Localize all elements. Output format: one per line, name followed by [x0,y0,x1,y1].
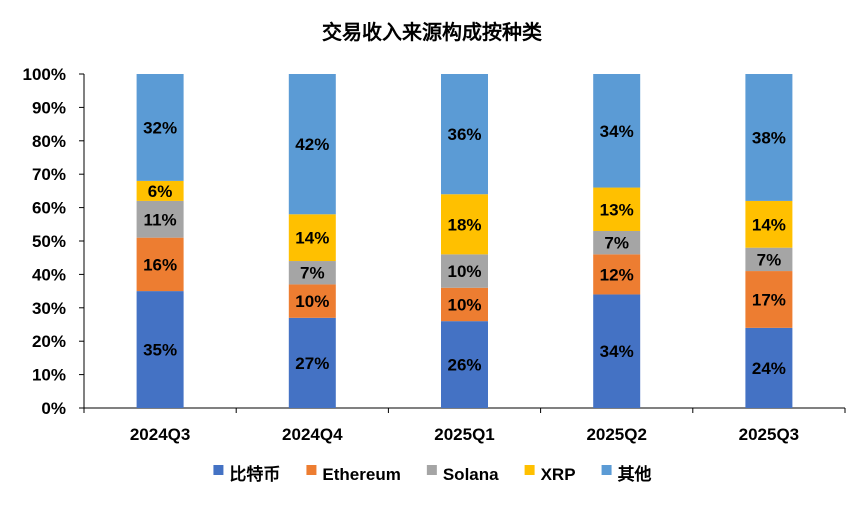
data-label: 35% [143,341,177,360]
bar-segment [136,74,184,181]
data-label: 17% [752,290,786,309]
data-label: 32% [143,118,177,137]
data-label: 14% [752,215,786,234]
legend: 比特币 Ethereum Solana XRP 其他 [213,464,652,484]
bar-segment [593,254,641,295]
legend-swatch [601,465,612,475]
data-label: 36% [447,125,481,144]
legend-item: Ethereum [306,465,401,484]
data-label: 10% [447,262,481,281]
x-axis: 2024Q3 2024Q4 2025Q1 2025Q2 2025Q3 [83,407,846,444]
y-tick-label: 40% [32,265,66,284]
bar-segment [288,214,336,262]
bar-segment [136,291,184,408]
bar-segment [593,187,641,231]
x-tick-label: 2025Q3 [739,425,800,444]
x-tick-label: 2024Q4 [282,425,343,444]
y-tick-label: 100% [23,65,66,84]
bar-segment [441,287,488,322]
data-label: 34% [600,122,634,141]
bar-segment [745,247,793,272]
bar-segment [593,230,641,255]
data-label: 12% [600,265,634,284]
x-tick-label: 2024Q3 [130,425,191,444]
x-tick-label: 2025Q1 [434,425,495,444]
legend-label: Ethereum [322,465,400,484]
bars-group: 35% 16% 11% 6% 32% 27% 10% 7% 14% 42% 26% 10% 10% 18%… [136,74,793,408]
legend-item: 其他 [601,464,652,484]
bar-segment [745,200,793,248]
legend-label: XRP [541,465,576,484]
legend-swatch [213,465,224,475]
legend-swatch [524,465,535,475]
legend-label: 比特币 [229,464,280,484]
bar-segment [288,261,336,285]
data-label: 6% [148,182,173,201]
bar-segment [745,271,793,328]
chart-title: 交易收入来源构成按种类 [322,20,542,44]
bar-segment [441,254,488,288]
data-label: 10% [295,292,329,311]
y-tick-label: 60% [32,199,66,218]
bar-segment [441,321,488,408]
bar-segment [593,294,641,408]
bar-segment [136,200,184,238]
bar-segment [136,180,184,201]
data-label: 7% [604,234,629,253]
data-label: 38% [752,128,786,147]
bar-segment [441,194,488,255]
bar-segment [288,74,336,215]
x-tick-label: 2025Q2 [586,425,647,444]
legend-swatch [306,465,317,475]
y-tick-label: 90% [32,98,66,117]
data-label: 42% [295,135,329,154]
bar-segment [745,74,793,201]
bar-segment [288,317,336,408]
data-label: 11% [144,210,177,229]
legend-label: Solana [443,465,499,484]
data-label: 7% [757,250,782,269]
bar-segment [136,237,184,292]
legend-label: 其他 [618,464,652,484]
bar-segment [593,74,641,188]
y-tick-label: 20% [32,332,66,351]
y-tick-label: 80% [32,132,66,151]
y-tick-label: 30% [32,299,66,318]
data-label: 24% [752,359,786,378]
bar-stack-2024Q3: 35% 16% 11% 6% 32% [136,74,184,408]
legend-swatch [426,465,437,475]
bar-segment [441,74,488,195]
y-axis: 0% 10% 20% 30% 40% 50% 60% 70% 80% 90% 100% [23,65,85,418]
y-tick-label: 70% [32,165,66,184]
bar-segment [288,284,336,318]
data-label: 26% [447,356,481,375]
data-label: 13% [600,200,634,219]
data-label: 14% [295,229,329,248]
data-label: 10% [447,295,481,314]
data-label: 27% [295,354,329,373]
bar-stack-2025Q1: 26% 10% 10% 18% 36% [441,74,488,408]
data-label: 34% [600,342,634,361]
y-tick-label: 50% [32,232,66,251]
y-tick-label: 0% [41,399,66,418]
data-label: 7% [300,264,325,283]
bar-segment [745,327,793,408]
legend-item: XRP [524,465,576,484]
bar-stack-2025Q2: 34% 12% 7% 13% 34% [593,74,641,408]
legend-item: 比特币 [213,464,280,484]
data-label: 16% [143,255,177,274]
bar-stack-2025Q3: 24% 17% 7% 14% 38% [745,74,793,408]
data-label: 18% [447,215,481,234]
bar-stack-2024Q4: 27% 10% 7% 14% 42% [288,74,336,408]
y-tick-label: 10% [32,366,66,385]
legend-item: Solana [426,465,499,484]
